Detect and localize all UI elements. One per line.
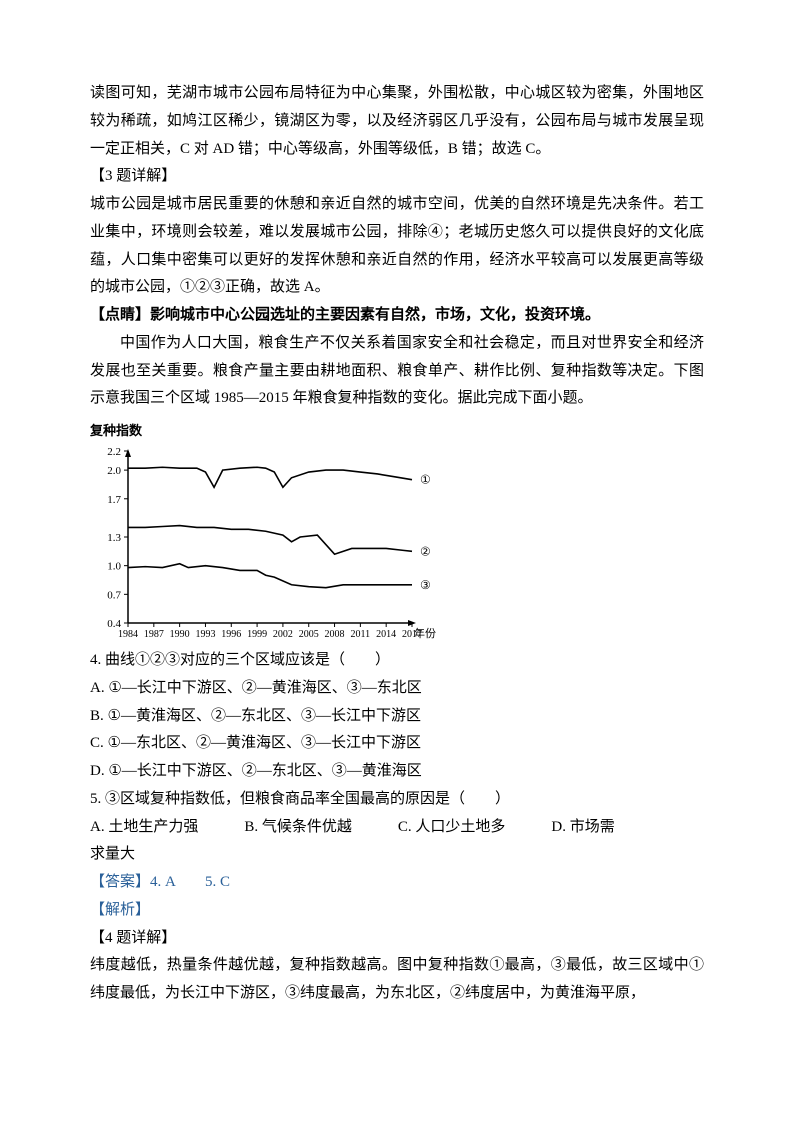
q4-stem: 4. 曲线①②③对应的三个区域应该是（ ） — [90, 647, 704, 675]
svg-text:1.3: 1.3 — [107, 532, 121, 544]
svg-text:年份: 年份 — [414, 626, 436, 640]
svg-text:②: ② — [420, 544, 431, 558]
svg-text:0.7: 0.7 — [107, 589, 121, 601]
q5-option-a: A. 土地生产力强 — [90, 814, 198, 842]
q4-option-d: D. ①—长江中下游区、②—东北区、③—黄淮海区 — [90, 758, 704, 786]
dianjing-label: 【点睛】影响城市中心公园选址的主要因素有自然，市场，文化，投资环境。 — [90, 307, 600, 323]
replanting-index-chart: 0.40.71.01.31.72.02.21984198719901993199… — [90, 445, 440, 645]
svg-text:1993: 1993 — [195, 629, 215, 640]
svg-text:1990: 1990 — [170, 629, 190, 640]
svg-text:2.2: 2.2 — [107, 446, 121, 458]
q5-option-d-cont: 求量大 — [90, 841, 704, 869]
q5-option-b: B. 气候条件优越 — [244, 814, 352, 842]
chart-y-axis-label: 复种指数 — [90, 419, 704, 443]
q4-option-b: B. ①—黄淮海区、②—东北区、③—长江中下游区 — [90, 703, 704, 731]
svg-text:2002: 2002 — [273, 629, 293, 640]
svg-text:1987: 1987 — [144, 629, 164, 640]
analysis-text-2: 城市公园是城市居民重要的休憩和亲近自然的城市空间，优美的自然环境是先决条件。若工… — [90, 191, 704, 302]
svg-text:2014: 2014 — [376, 629, 396, 640]
q5-option-c: C. 人口少土地多 — [398, 814, 506, 842]
chart-container: 复种指数 0.40.71.01.31.72.02.219841987199019… — [90, 419, 704, 645]
svg-text:③: ③ — [420, 578, 431, 592]
svg-text:1.0: 1.0 — [107, 561, 121, 573]
svg-text:1999: 1999 — [247, 629, 267, 640]
svg-text:2011: 2011 — [351, 629, 371, 640]
q5-option-row: A. 土地生产力强 B. 气候条件优越 C. 人口少土地多 D. 市场需 — [90, 814, 704, 842]
analysis-text-3: 纬度越低，热量条件越优越，复种指数越高。图中复种指数①最高，③最低，故三区域中①… — [90, 952, 704, 1008]
svg-text:2008: 2008 — [325, 629, 345, 640]
svg-text:1984: 1984 — [118, 629, 138, 640]
analysis-text-1: 读图可知，芜湖市城市公园布局特征为中心集聚，外围松散，中心城区较为密集，外围地区… — [90, 80, 704, 163]
svg-text:1996: 1996 — [221, 629, 241, 640]
q4-option-c: C. ①—东北区、②—黄淮海区、③—长江中下游区 — [90, 730, 704, 758]
q5-option-d: D. 市场需 — [551, 814, 614, 842]
answer-line: 【答案】4. A 5. C — [90, 869, 704, 897]
q4-option-a: A. ①—长江中下游区、②—黄淮海区、③—东北区 — [90, 675, 704, 703]
dianjing-text: 【点睛】影响城市中心公园选址的主要因素有自然，市场，文化，投资环境。 — [90, 302, 704, 330]
svg-text:2005: 2005 — [299, 629, 319, 640]
q3-detail-header: 【3 题详解】 — [90, 163, 704, 191]
jiexi-header: 【解析】 — [90, 897, 704, 925]
context-paragraph: 中国作为人口大国，粮食生产不仅关系着国家安全和社会稳定，而且对世界安全和经济发展… — [90, 330, 704, 413]
svg-text:2.0: 2.0 — [107, 465, 121, 477]
svg-text:①: ① — [420, 473, 431, 487]
q5-stem: 5. ③区域复种指数低，但粮食商品率全国最高的原因是（ ） — [90, 786, 704, 814]
q4-detail-header: 【4 题详解】 — [90, 925, 704, 953]
svg-text:1.7: 1.7 — [107, 494, 121, 506]
